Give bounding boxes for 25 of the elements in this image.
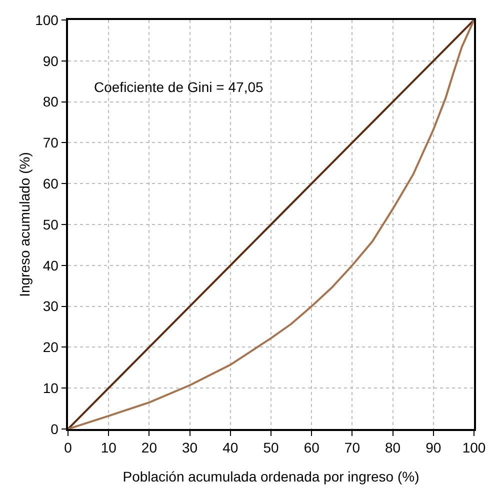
x-tick-label: 60 [304,440,320,456]
y-tick-label: 60 [42,176,59,192]
x-tick-label: 70 [344,440,360,456]
y-tick-label: 30 [42,298,59,314]
x-tick-label: 20 [141,440,158,456]
x-tick-label: 50 [263,440,279,456]
x-tick-label: 90 [426,440,442,456]
annotation: Coeficiente de Gini = 47,05 [94,79,264,95]
y-tick-label: 20 [42,339,59,356]
y-tick-label: 70 [42,134,59,151]
y-tick-label: 10 [42,380,59,396]
x-axis-title: Población acumulada ordenada por ingreso (%) [122,468,420,484]
y-tick-label: 100 [35,12,59,28]
x-tick-label: 100 [462,440,486,456]
x-tick-label: 80 [385,440,401,456]
y-tick-label: 40 [42,257,59,274]
x-tick-label: 40 [222,440,238,456]
x-tick-label: 0 [64,440,72,456]
x-tick-label: 10 [100,440,117,456]
y-tick-label: 0 [50,420,59,437]
y-tick-label: 80 [42,94,59,110]
x-tick-label: 30 [182,440,198,456]
y-tick-label: 50 [42,216,59,232]
y-axis-title: Ingreso acumulado (%) [16,152,32,297]
y-tick-label: 90 [42,52,59,69]
